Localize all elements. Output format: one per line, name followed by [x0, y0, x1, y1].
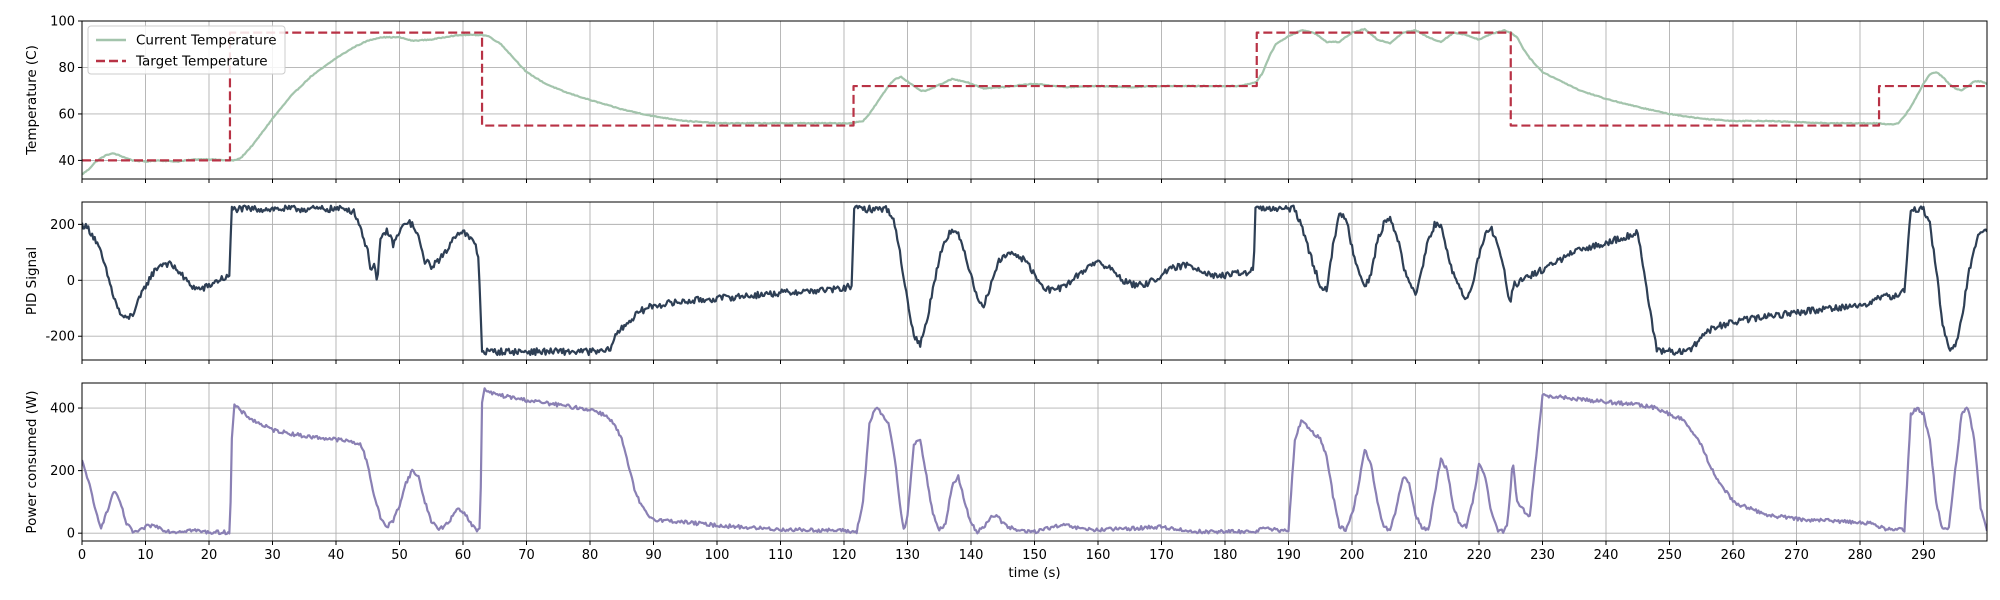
xtick-label-0: 0 [78, 548, 86, 563]
pid-signal-panel: -200 0 200 PID Signal [24, 201, 1988, 364]
temperature-ytick-label-2: 80 [58, 61, 75, 76]
power-ytick-label-2: 400 [50, 402, 75, 417]
xtick-label-10: 100 [705, 548, 730, 563]
xtick-label-13: 130 [895, 548, 920, 563]
temperature-series-0 [82, 27, 1987, 176]
temperature-ylabel: Temperature (C) [24, 45, 40, 156]
legend-label-0: Current Temperature [136, 33, 277, 49]
legend-label-1: Target Temperature [135, 54, 268, 70]
pid-signal-ytick-label-2: 200 [50, 218, 75, 233]
xtick-label-6: 60 [455, 548, 472, 563]
temperature-panel: 40 60 80 100 Temperature (C) [24, 15, 1988, 183]
xtick-label-15: 150 [1022, 548, 1047, 563]
pid-signal-ylabel: PID Signal [24, 247, 40, 315]
xtick-label-27: 270 [1784, 548, 1809, 563]
xtick-label-5: 50 [391, 548, 408, 563]
pid-signal-series-0 [82, 204, 1987, 357]
xtick-label-3: 30 [264, 548, 281, 563]
xtick-label-2: 20 [201, 548, 218, 563]
pid-signal-ytick-label-1: 0 [67, 274, 75, 289]
xtick-label-23: 230 [1530, 548, 1555, 563]
pid-signal-ytick-label-0: -200 [45, 330, 75, 345]
xtick-label-26: 260 [1721, 548, 1746, 563]
power-ytick-label-0: 0 [67, 527, 75, 542]
legend: Current Temperature Target Temperature [87, 25, 286, 75]
xtick-label-22: 220 [1467, 548, 1492, 563]
power-ylabel: Power consumed (W) [24, 390, 40, 533]
legend-box [87, 25, 286, 75]
xtick-label-1: 10 [137, 548, 154, 563]
power-series-0 [82, 387, 1987, 536]
temperature-ytick-label-1: 60 [58, 107, 75, 122]
power-ytick-label-1: 200 [50, 464, 75, 479]
xtick-label-7: 70 [518, 548, 535, 563]
temperature-ytick-label-0: 40 [58, 154, 75, 169]
temperature-ytick-label-3: 100 [50, 15, 75, 30]
power-panel: 0 200 400 0 10 20 30 40 50 60 70 80 90 100 110 120 130 14… [24, 382, 1988, 581]
xtick-label-24: 240 [1594, 548, 1619, 563]
xtick-label-28: 280 [1848, 548, 1873, 563]
xtick-label-11: 110 [768, 548, 793, 563]
xtick-label-18: 180 [1213, 548, 1238, 563]
xtick-label-4: 40 [328, 548, 345, 563]
xtick-label-29: 290 [1911, 548, 1936, 563]
xtick-label-20: 200 [1340, 548, 1365, 563]
xtick-label-9: 90 [645, 548, 662, 563]
xtick-label-8: 80 [582, 548, 599, 563]
xlabel: time (s) [1008, 565, 1060, 581]
xtick-label-19: 190 [1276, 548, 1301, 563]
xtick-label-25: 250 [1657, 548, 1682, 563]
xtick-label-12: 120 [832, 548, 857, 563]
xtick-label-21: 210 [1403, 548, 1428, 563]
xtick-label-16: 160 [1086, 548, 1111, 563]
xtick-label-17: 170 [1149, 548, 1174, 563]
xtick-label-14: 140 [959, 548, 984, 563]
